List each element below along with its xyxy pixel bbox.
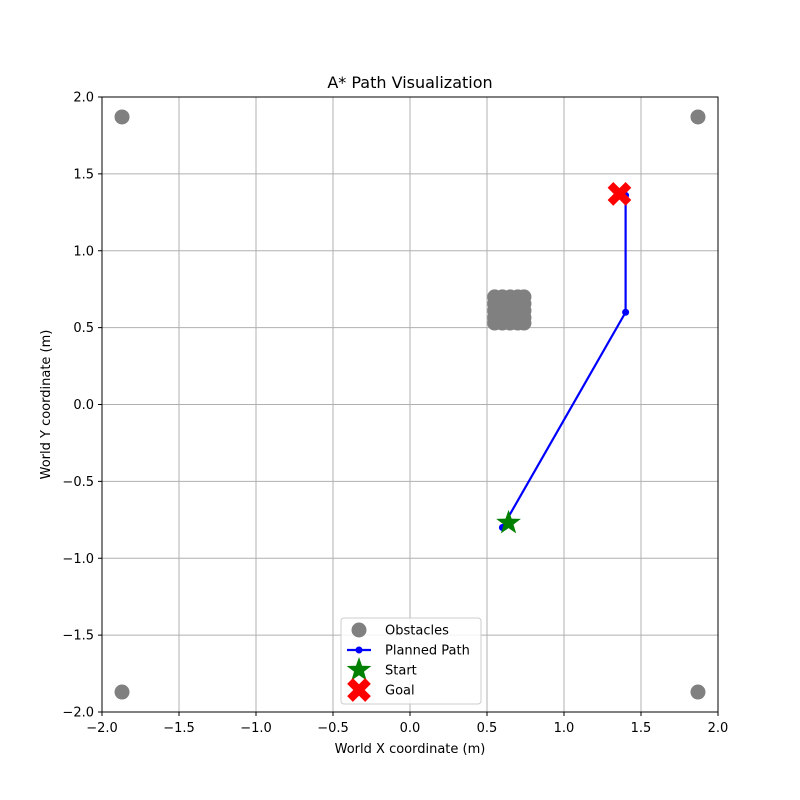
- series-start: [496, 509, 521, 534]
- legend-frame: [340, 617, 482, 705]
- legend-item-start: Start: [346, 657, 417, 681]
- legend-marker: [355, 646, 363, 654]
- legend-item-goal: Goal: [347, 678, 415, 702]
- x-tick-label: −1.5: [163, 721, 195, 736]
- legend-label: Start: [385, 664, 417, 679]
- y-tick-label: −1.0: [62, 552, 94, 567]
- y-tick-label: −0.5: [62, 475, 94, 490]
- start-point: [496, 509, 521, 534]
- y-tick-label: 0.5: [73, 321, 94, 336]
- y-tick-label: 0.0: [73, 398, 94, 413]
- obstacles-point: [690, 109, 706, 125]
- obstacles-point: [516, 315, 532, 331]
- x-tick-label: −1.0: [240, 721, 272, 736]
- y-tick-label: −1.5: [62, 629, 94, 644]
- obstacles-point: [114, 109, 130, 125]
- series-goal: [607, 182, 632, 206]
- legend-item-planned-path: Planned Path: [347, 644, 470, 659]
- x-tick-label: 2.0: [708, 721, 729, 736]
- y-tick-label: 2.0: [73, 91, 94, 106]
- y-tick-label: 1.5: [73, 167, 94, 182]
- y-tick-label: 1.0: [73, 244, 94, 259]
- series-obstacles: [114, 109, 706, 700]
- legend-label: Planned Path: [385, 644, 470, 659]
- ticks: −2.0 −1.5 −1.0 −0.5 0.0 0.5 1.0 1.5 2.0 −2.0 −1.5 −…: [62, 91, 728, 737]
- x-tick-label: 0.0: [400, 721, 421, 736]
- legend-item-obstacles: Obstacles: [351, 622, 449, 639]
- x-tick-label: 1.5: [631, 721, 652, 736]
- series-layer: [114, 109, 706, 700]
- x-tick-label: −0.5: [317, 721, 349, 736]
- obstacles-point: [690, 684, 706, 700]
- legend-marker: [351, 622, 367, 638]
- x-tick-label: 1.0: [554, 721, 575, 736]
- x-axis-label: World X coordinate (m): [335, 742, 486, 757]
- planned-path-point: [622, 308, 630, 316]
- y-axis-label: World Y coordinate (m): [39, 330, 54, 480]
- x-tick-label: −2.0: [86, 721, 118, 736]
- legend-label: Obstacles: [385, 624, 449, 639]
- legend: Obstacles Planned Path Start Goal: [340, 617, 482, 705]
- y-tick-label: −2.0: [62, 706, 94, 721]
- obstacles-point: [114, 684, 130, 700]
- legend-marker: [346, 657, 372, 681]
- chart-title: A* Path Visualization: [327, 73, 492, 92]
- goal-point: [607, 182, 632, 206]
- legend-label: Goal: [385, 684, 415, 699]
- legend-marker: [347, 678, 371, 702]
- x-tick-label: 0.5: [477, 721, 498, 736]
